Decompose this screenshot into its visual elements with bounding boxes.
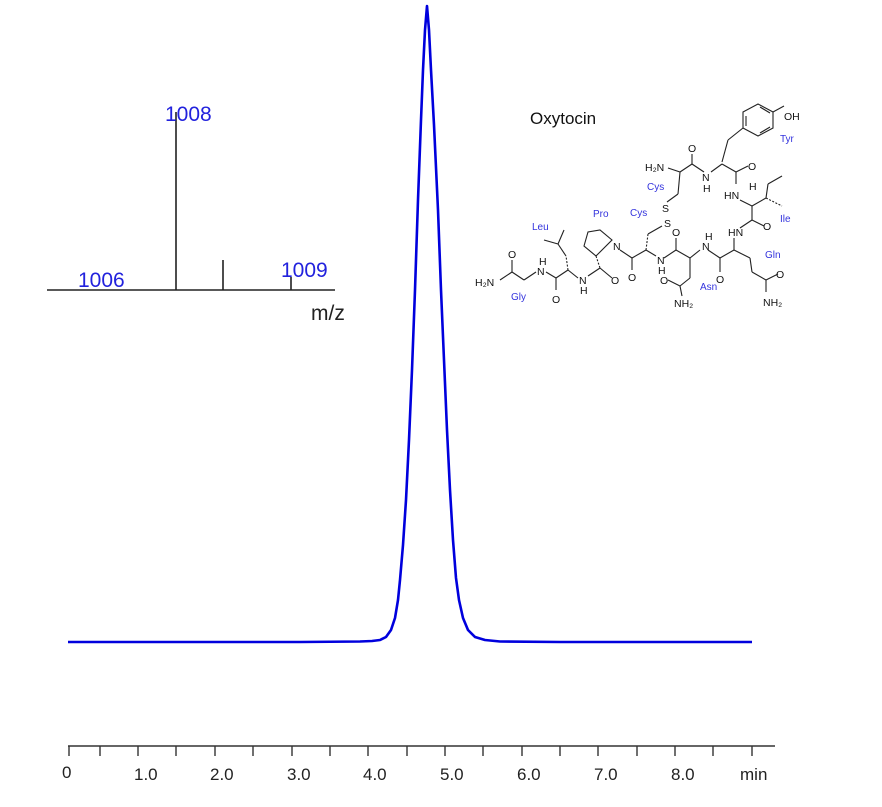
atom-label: O [776, 269, 784, 281]
atom-label: S [664, 218, 671, 230]
atom-label: H₂N [645, 162, 664, 174]
atom-label: S [662, 203, 669, 215]
residue-label-tyr: Tyr [780, 134, 795, 145]
atom-label: N [613, 241, 621, 253]
x-tick-label: 3.0 [287, 765, 311, 784]
oxytocin-structure: Oxytocin OH Tyr H₂N O N H O Cys S S Cys … [475, 103, 800, 310]
benzene-ring [742, 103, 774, 137]
x-tick-label: 5.0 [440, 765, 464, 784]
x-tick-label: 1.0 [134, 765, 158, 784]
atom-label: N [579, 275, 587, 287]
residue-label-gly: Gly [511, 292, 526, 303]
ms-axis-label: m/z [311, 302, 345, 325]
atom-label: N [702, 172, 710, 184]
atom-label: O [672, 227, 680, 239]
atom-label: N [537, 266, 545, 278]
chromatogram-trace [68, 4, 752, 644]
x-tick-label: 0 [62, 763, 71, 782]
atom-label: O [763, 221, 771, 233]
x-tick-label: 7.0 [594, 765, 618, 784]
atom-label: O [748, 161, 756, 173]
mass-spectrum-inset: 1008 1006 1009 m/z [47, 103, 345, 325]
atom-label: H [539, 256, 547, 268]
atom-label: H [703, 183, 711, 195]
x-tick-label: 6.0 [517, 765, 541, 784]
atom-label: NH₂ [763, 297, 782, 309]
atom-label: HN [724, 190, 739, 202]
atom-label: O [552, 294, 560, 306]
atom-label: HN [728, 227, 743, 239]
atom-label: OH [784, 111, 800, 123]
atom-label: O [611, 275, 619, 287]
ms-label-1009: 1009 [281, 259, 328, 282]
atom-label: H [749, 181, 757, 193]
residue-label-cys1: Cys [647, 182, 664, 193]
residue-label-leu: Leu [532, 222, 549, 233]
atom-label: O [716, 274, 724, 286]
atom-label: O [508, 249, 516, 261]
ms-label-1006: 1006 [78, 269, 125, 292]
atom-label: O [688, 143, 696, 155]
atom-label: O [628, 272, 636, 284]
x-axis-unit-label: min [740, 765, 767, 784]
residue-label-gln: Gln [765, 250, 781, 261]
atom-label: H [658, 265, 666, 277]
x-tick-label: 4.0 [363, 765, 387, 784]
x-axis: 0 1.0 2.0 3.0 4.0 5.0 6.0 7.0 8.0 min [62, 745, 775, 784]
x-tick-label: 2.0 [210, 765, 234, 784]
atom-label: H [705, 231, 713, 243]
atom-label: N [702, 241, 710, 253]
structure-title: Oxytocin [530, 109, 596, 128]
atom-label: N [657, 255, 665, 267]
residue-label-pro: Pro [593, 209, 609, 220]
ms-label-1008: 1008 [165, 103, 212, 126]
residue-label-cys2: Cys [630, 208, 647, 219]
atom-label: NH₂ [674, 298, 693, 310]
atom-label: O [660, 275, 668, 287]
pyrrolidine-ring [583, 229, 613, 257]
residue-label-ile: Ile [780, 214, 791, 225]
atom-label: H₂N [475, 277, 494, 289]
atom-label: H [580, 285, 588, 297]
x-tick-label: 8.0 [671, 765, 695, 784]
residue-label-asn: Asn [700, 282, 717, 293]
